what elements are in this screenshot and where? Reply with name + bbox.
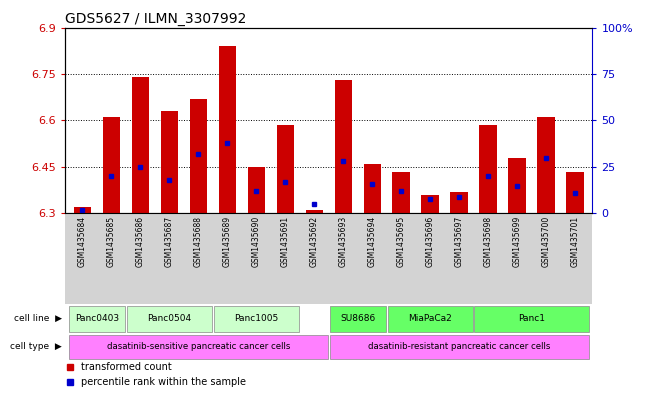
Bar: [277, 125, 294, 213]
Text: GSM1435686: GSM1435686: [136, 216, 145, 267]
Bar: [247, 167, 265, 213]
Text: Panc0504: Panc0504: [147, 314, 191, 323]
Text: GSM1435692: GSM1435692: [310, 216, 319, 267]
Bar: [393, 172, 410, 213]
Bar: [537, 118, 555, 213]
Text: GSM1435697: GSM1435697: [454, 216, 464, 267]
Text: GSM1435695: GSM1435695: [396, 216, 406, 267]
Bar: [189, 99, 207, 213]
Text: GSM1435685: GSM1435685: [107, 216, 116, 267]
Bar: [214, 306, 299, 332]
Text: GSM1435684: GSM1435684: [78, 216, 87, 267]
Bar: [329, 334, 589, 359]
Text: GSM1435694: GSM1435694: [368, 216, 377, 267]
Bar: [74, 207, 91, 213]
Text: Panc0403: Panc0403: [75, 314, 119, 323]
Text: GSM1435689: GSM1435689: [223, 216, 232, 267]
Text: Panc1: Panc1: [518, 314, 545, 323]
Text: GDS5627 / ILMN_3307992: GDS5627 / ILMN_3307992: [65, 13, 247, 26]
Text: dasatinib-resistant pancreatic cancer cells: dasatinib-resistant pancreatic cancer ce…: [368, 342, 550, 351]
Text: GSM1435687: GSM1435687: [165, 216, 174, 267]
Bar: [479, 125, 497, 213]
Bar: [69, 306, 125, 332]
Text: Panc1005: Panc1005: [234, 314, 279, 323]
Bar: [421, 195, 439, 213]
Bar: [475, 306, 589, 332]
Bar: [103, 118, 120, 213]
Text: percentile rank within the sample: percentile rank within the sample: [81, 377, 246, 387]
Bar: [329, 306, 386, 332]
Bar: [363, 164, 381, 213]
Text: GSM1435691: GSM1435691: [281, 216, 290, 267]
Text: SU8686: SU8686: [340, 314, 376, 323]
Bar: [127, 306, 212, 332]
Text: dasatinib-sensitive pancreatic cancer cells: dasatinib-sensitive pancreatic cancer ce…: [107, 342, 290, 351]
Text: GSM1435693: GSM1435693: [339, 216, 348, 267]
Text: GSM1435690: GSM1435690: [252, 216, 261, 267]
Bar: [132, 77, 149, 213]
Bar: [566, 172, 584, 213]
Text: cell line  ▶: cell line ▶: [14, 314, 62, 323]
Text: GSM1435699: GSM1435699: [512, 216, 521, 267]
Bar: [450, 192, 468, 213]
Text: GSM1435688: GSM1435688: [194, 216, 203, 267]
Bar: [335, 80, 352, 213]
Bar: [387, 306, 473, 332]
Text: transformed count: transformed count: [81, 362, 172, 373]
Bar: [161, 111, 178, 213]
Text: GSM1435701: GSM1435701: [570, 216, 579, 267]
Bar: [219, 46, 236, 213]
Text: GSM1435698: GSM1435698: [484, 216, 493, 267]
Text: GSM1435700: GSM1435700: [542, 216, 551, 267]
Text: GSM1435696: GSM1435696: [426, 216, 435, 267]
Bar: [305, 210, 323, 213]
Text: MiaPaCa2: MiaPaCa2: [408, 314, 452, 323]
Text: cell type  ▶: cell type ▶: [10, 342, 62, 351]
Bar: [508, 158, 526, 213]
Bar: [69, 334, 328, 359]
